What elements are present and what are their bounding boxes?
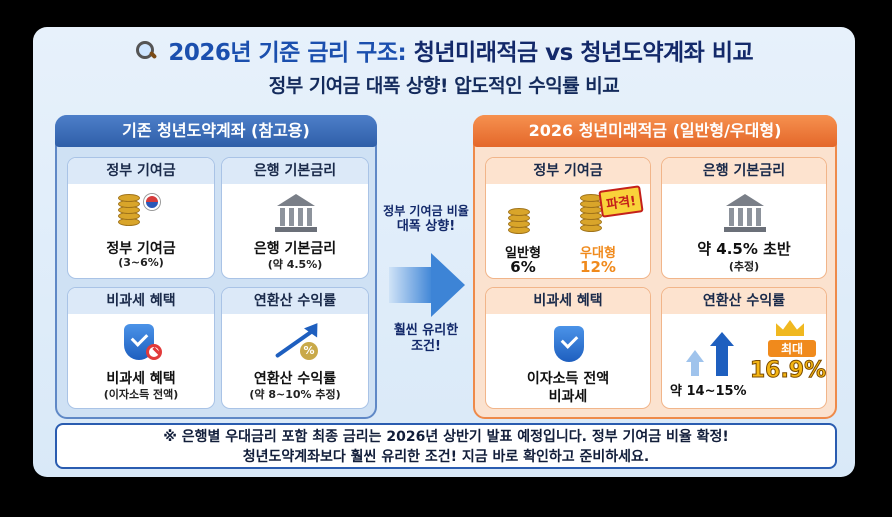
footer-note: ※ 은행별 우대금리 포함 최종 금리는 2026년 상반기 발표 예정입니다.…: [55, 423, 837, 469]
left-panel: 기존 청년도약계좌 (참고용) 정부 기여금 정부 기여금 (3~6%) 은행 …: [55, 115, 377, 419]
middle-text-top: 정부 기여금 비율 대폭 상향!: [373, 203, 479, 235]
card-header: 비과세 혜택: [68, 288, 214, 314]
left-card-yield: 연환산 수익률 % 연환산 수익률 (약 8~10% 추정): [221, 287, 369, 409]
growth-chart-icon: %: [272, 318, 324, 362]
right-card-tax: 비과세 혜택 이자소득 전액 비과세: [485, 287, 651, 409]
pow-badge: 파격!: [598, 185, 644, 218]
card-label: 은행 기본금리: [253, 241, 337, 257]
magnifier-icon: [135, 40, 157, 62]
card-header: 은행 기본금리: [222, 158, 368, 184]
preferred-type-value: 12%: [580, 258, 616, 276]
general-type-label: 일반형: [505, 246, 541, 261]
no-sign-icon: [146, 344, 162, 360]
card-sub: (추정): [728, 260, 760, 273]
card-label: 약 4.5% 초반: [697, 240, 791, 258]
page-title: 2026년 기준 금리 구조: 청년미래적금 vs 청년도약계좌 비교: [33, 33, 855, 67]
right-panel: 2026 청년미래적금 (일반형/우대형) 정부 기여금 파격! 일반형 6% …: [473, 115, 837, 419]
card-header: 정부 기여금: [68, 158, 214, 184]
general-type-value: 6%: [510, 258, 536, 276]
preferred-type-label: 우대형: [580, 246, 616, 261]
right-card-contribution: 정부 기여금 파격! 일반형 6% 우대형 12%: [485, 157, 651, 279]
middle-bottom-line2: 조건!: [411, 339, 441, 354]
left-card-contribution: 정부 기여금 정부 기여금 (3~6%): [67, 157, 215, 279]
card-label: 이자소득 전액: [526, 371, 610, 387]
title-prefix: 2026년 기준 금리 구조:: [168, 40, 407, 66]
card-label: 연환산 수익률: [253, 371, 337, 387]
left-card-bank-rate: 은행 기본금리 은행 기본금리 (약 4.5%): [221, 157, 369, 279]
page-subtitle: 정부 기여금 대폭 상향! 압도적인 수익률 비교: [268, 75, 620, 97]
middle-top-line2: 대폭 상향!: [396, 219, 456, 234]
max-value: 16.9%: [749, 358, 827, 384]
card-sub: (약 8~10% 추정): [249, 388, 341, 401]
card-sub: (3~6%): [118, 256, 164, 269]
crown-icon: [776, 320, 804, 336]
card-sub: (약 4.5%): [267, 258, 323, 271]
middle-bottom-line1: 훨씬 유리한: [393, 323, 459, 338]
middle-top-line1: 정부 기여금 비율: [383, 204, 469, 218]
right-panel-header: 2026 청년미래적금 (일반형/우대형): [473, 115, 837, 147]
arrow-up-large-icon: [710, 332, 734, 346]
card-header: 연환산 수익률: [222, 288, 368, 314]
korea-flag-icon: [144, 194, 160, 210]
max-label: 최대: [768, 340, 816, 357]
infographic: 2026년 기준 금리 구조: 청년미래적금 vs 청년도약계좌 비교 정부 기…: [33, 27, 855, 477]
arrow-up-small-stem: [691, 362, 699, 376]
left-card-tax: 비과세 혜택 비과세 혜택 (이자소득 전액): [67, 287, 215, 409]
arrow-up-small-icon: [686, 350, 704, 362]
middle-text-bottom: 훨씬 유리한 조건!: [379, 323, 473, 355]
left-panel-header: 기존 청년도약계좌 (참고용): [55, 115, 377, 147]
title-main: 청년미래적금 vs 청년도약계좌 비교: [413, 40, 754, 66]
card-header: 비과세 혜택: [486, 288, 650, 314]
right-arrow-icon: [389, 253, 465, 317]
card-label-2: 비과세: [548, 389, 588, 405]
card-header: 정부 기여금: [486, 158, 650, 184]
note-line2: 청년도약계좌보다 훨씬 유리한 조건! 지금 바로 확인하고 준비하세요.: [242, 449, 650, 465]
right-card-yield: 연환산 수익률 약 14~15% 최대 16.9%: [661, 287, 827, 409]
card-label: 정부 기여금: [106, 241, 176, 257]
card-header: 은행 기본금리: [662, 158, 826, 184]
shield-check-icon: [554, 326, 584, 362]
card-sub: (이자소득 전액): [103, 388, 179, 401]
card-header: 연환산 수익률: [662, 288, 826, 314]
yield-range: 약 14~15%: [670, 384, 747, 399]
card-label: 비과세 혜택: [106, 371, 176, 387]
right-card-bank-rate: 은행 기본금리 약 4.5% 초반 (추정): [661, 157, 827, 279]
note-line1: ※ 은행별 우대금리 포함 최종 금리는 2026년 상반기 발표 예정입니다.…: [163, 429, 729, 445]
arrow-up-large-stem: [716, 346, 728, 376]
